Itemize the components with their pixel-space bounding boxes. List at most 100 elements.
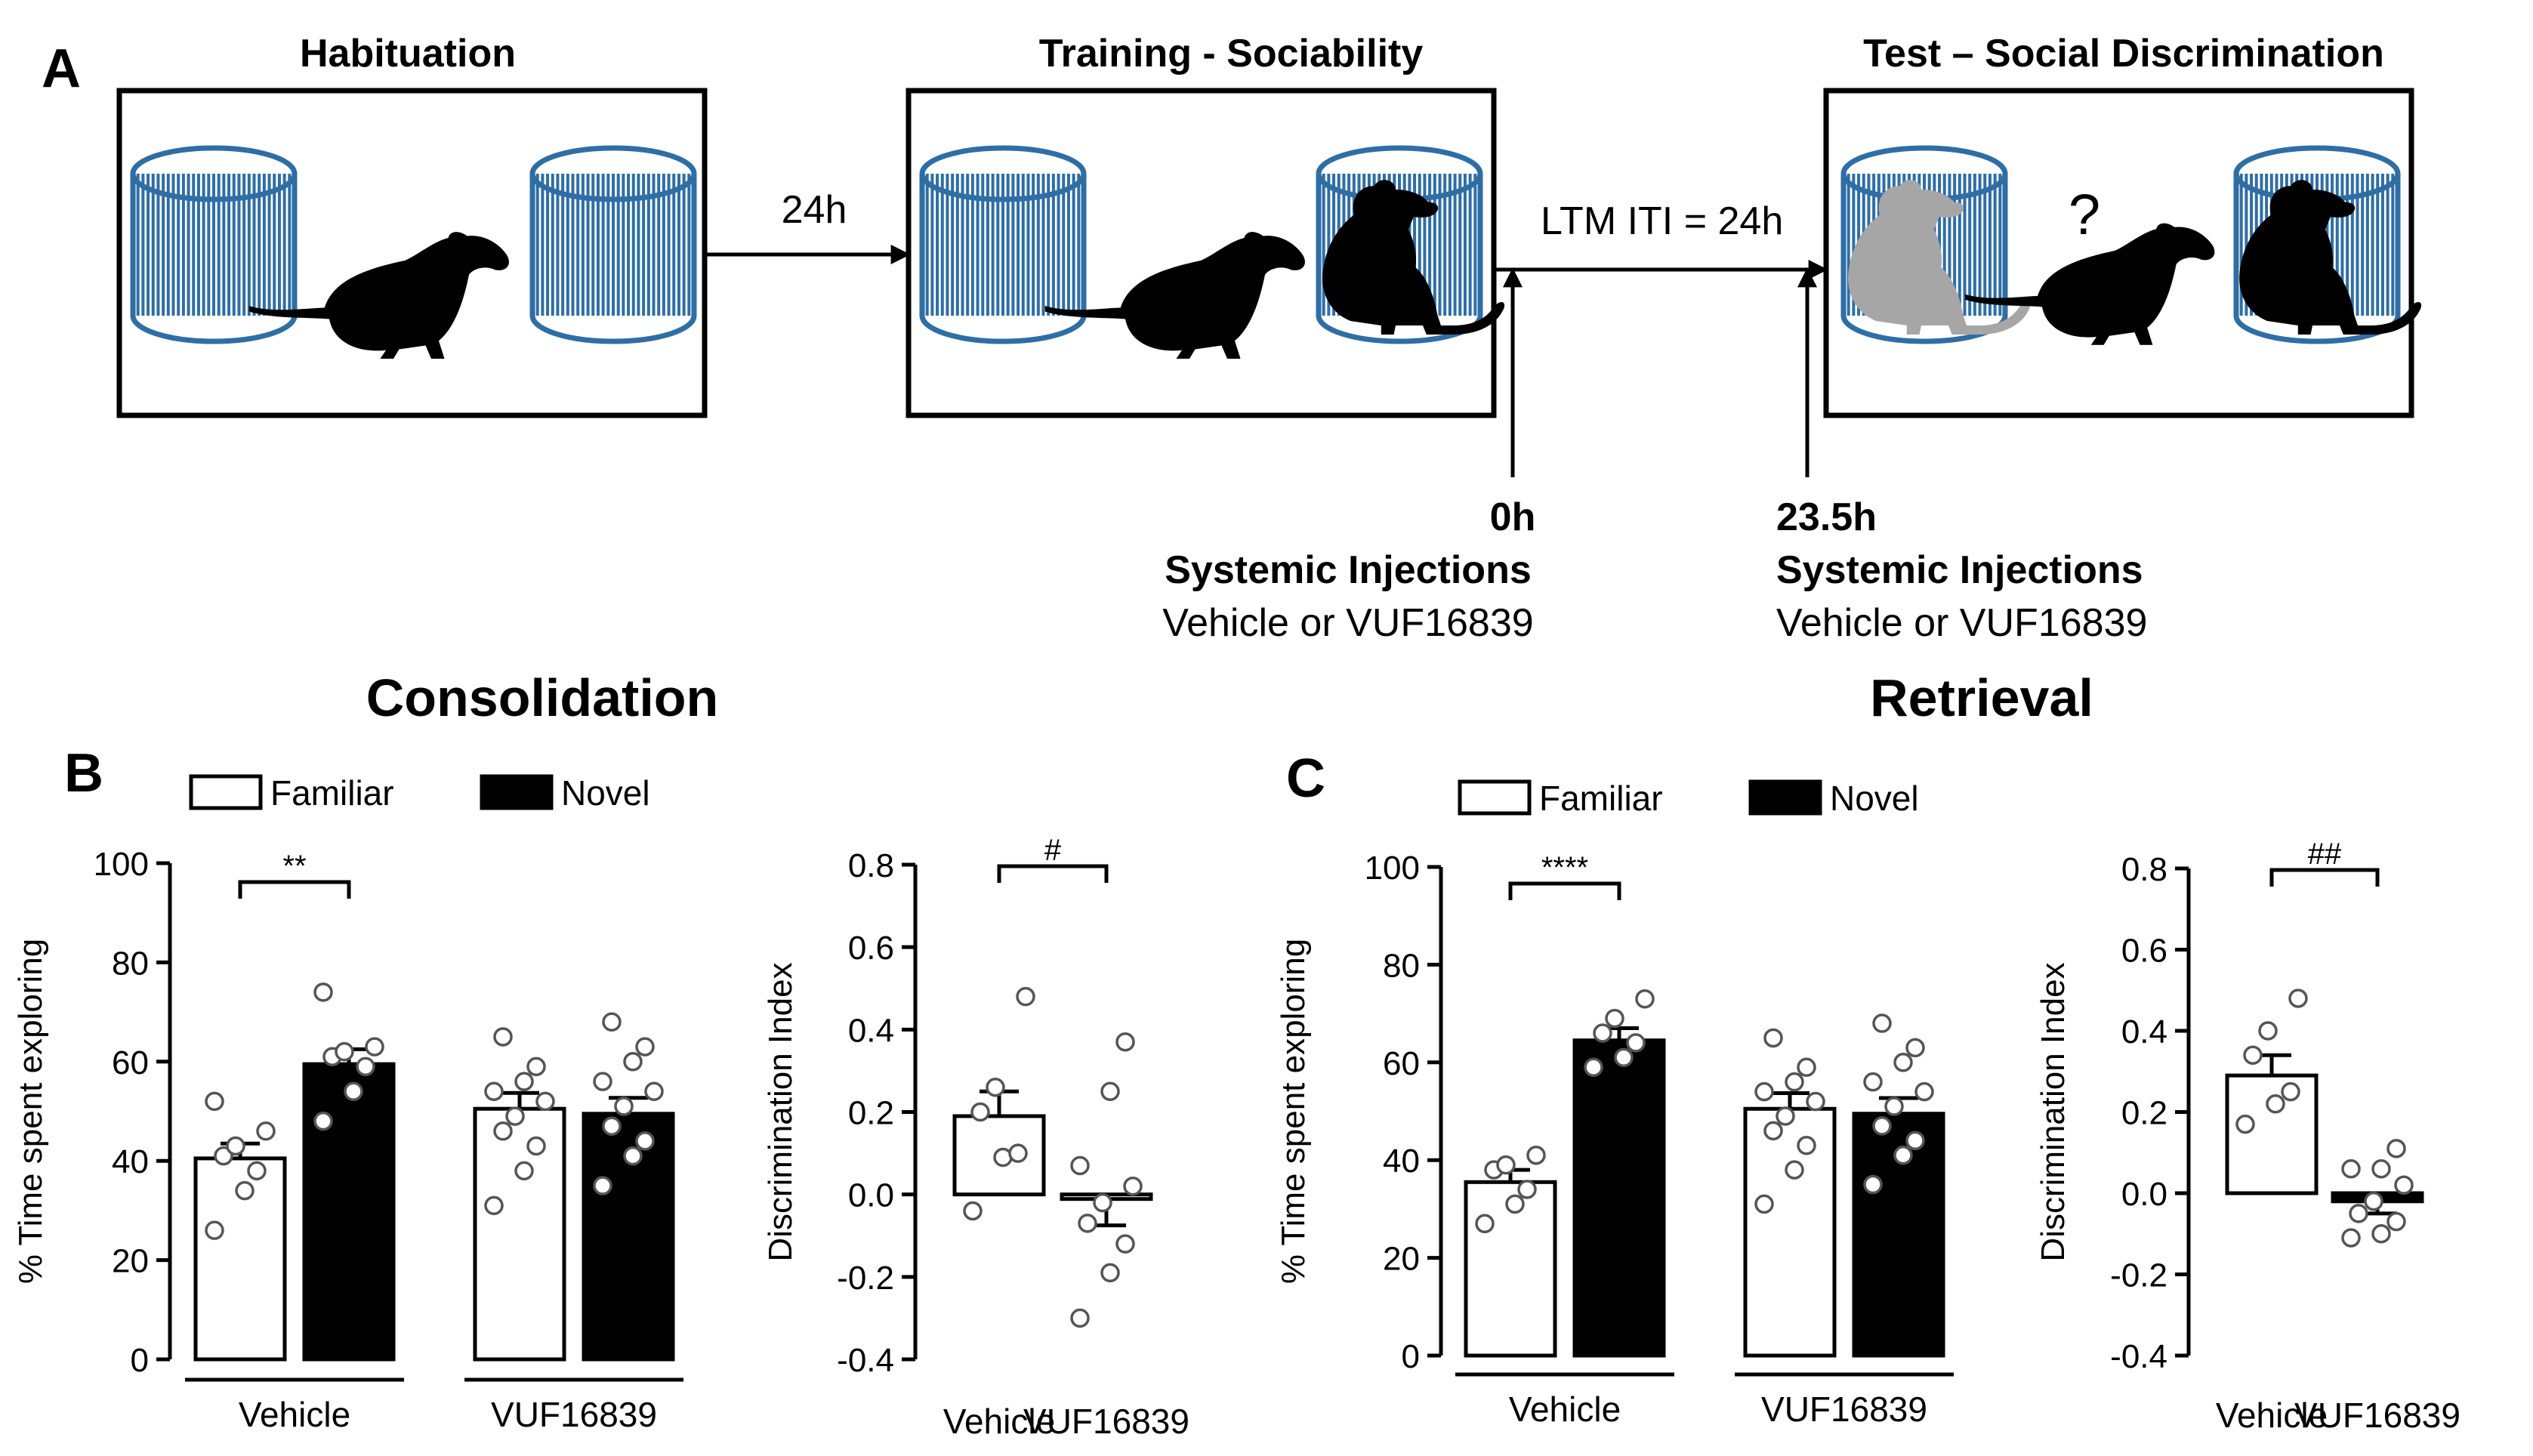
data-point [1517,1180,1537,1199]
data-point [1008,1143,1028,1163]
y-tick-label: 0.6 [848,930,894,967]
data-point [335,1041,354,1062]
data-point [635,1131,655,1151]
category-label: Vehicle [943,1402,1055,1441]
data-point [1100,1263,1120,1283]
significance-bracket [2269,868,2380,887]
mouse-icon-training-caged [1322,180,1505,335]
stage-title-habituation: Habituation [300,32,516,76]
group-label: VUF16839 [1761,1390,1927,1429]
data-point [247,1161,267,1181]
data-point [2235,1114,2255,1134]
arena-test [1823,88,2414,418]
data-point [1078,1214,1097,1233]
data-point [214,1146,233,1166]
data-point [1123,1177,1143,1196]
data-point [1115,1032,1135,1052]
data-point [1496,1155,1516,1175]
bar-familiar [1743,1106,1837,1358]
chart-b-time-exploring: 0 20 40 60 80 100 % Time spent exploring Vehicl… [12,846,683,1434]
category-label: Vehicle [2216,1396,2328,1435]
injection-2-drugs: Vehicle or VUF16839 [1776,601,2147,645]
error-bar [500,1090,539,1109]
data-point [2243,1045,2263,1065]
y-tick-label: 0 [1402,1338,1420,1375]
y-tick-label: 40 [1383,1143,1420,1180]
y-tick-label: 0.0 [848,1177,894,1214]
data-point [313,982,333,1002]
chart-b-discrimination-index: -0.4 -0.2 0.0 0.2 0.4 0.6 0.8 Discrimination In… [762,834,1189,1441]
y-tick-label: 0.4 [2121,1013,2167,1050]
significance-bracket [997,864,1109,883]
data-point [313,1111,333,1131]
data-point [205,1091,224,1112]
interval-label-2: LTM ITI = 24h [1541,199,1783,243]
significance-label: ** [282,850,306,883]
legend-swatch-familiar [189,774,263,810]
panel-label-c: C [1286,748,1325,809]
significance-bracket [238,880,351,899]
data-point [1905,1131,1925,1151]
data-point [226,1136,245,1156]
injection-2-time: 23.5h [1776,495,1877,539]
data-point [2386,1139,2406,1158]
data-point [1635,989,1655,1009]
data-point [1905,1038,1925,1058]
y-tick-label: 20 [112,1243,149,1280]
group-label: VUF16839 [491,1395,657,1434]
data-point [1893,1145,1913,1165]
section-title-consolidation: Consolidation [366,668,719,727]
data-point [623,1052,643,1072]
mice [248,180,2422,359]
data-point [1797,1057,1816,1078]
question-mark: ? [2069,183,2100,247]
y-tick-label: 0.8 [848,847,894,884]
panel-b: B Familiar Novel 0 20 40 60 80 100 % Time spen… [12,743,1189,1441]
injection-2-title: Systemic Injections [1776,548,2143,592]
data-point [505,1106,525,1126]
panel-c: C Familiar Novel 0 20 40 60 80 100 % Time spen… [1275,748,2460,1435]
legend-label-novel: Novel [1830,779,1919,818]
data-point [1614,1047,1634,1068]
data-point [1505,1194,1525,1214]
data-point [1785,1160,1804,1180]
data-point [1100,1081,1120,1101]
category-label: VUF16839 [2294,1396,2460,1435]
y-tick-label: 0.6 [2121,933,2167,970]
data-point [644,1081,664,1101]
stage-title-test: Test – Social Discrimination [1863,32,2384,76]
significance-label: ## [2308,838,2342,871]
significance-label: **** [1541,851,1588,884]
y-tick-label: 0.4 [848,1012,894,1049]
data-point [1115,1234,1135,1254]
data-point [1754,1194,1774,1214]
data-point [2258,1021,2278,1041]
group-label: Vehicle [1509,1390,1621,1429]
data-point [1872,1013,1892,1033]
mouse-icon-training-free [1044,232,1305,359]
bar-vehicle [2225,1073,2319,1195]
data-point [365,1037,384,1057]
legend-label-familiar: Familiar [1539,779,1663,818]
y-axis-label: % Time spent exploring [12,939,49,1284]
cage-rim-bottom [529,315,697,344]
chart-c-time-exploring: 0 20 40 60 80 100 % Time spent exploring Vehicl… [1275,850,1954,1429]
legend-swatch-novel [1748,779,1822,816]
data-point [484,1081,504,1101]
data-point [1593,1023,1612,1043]
data-point [1763,1121,1783,1141]
data-point [2394,1175,2414,1195]
y-tick-label: 80 [1383,947,1420,984]
data-point [205,1220,224,1240]
data-point [235,1180,255,1201]
data-point [1526,1145,1546,1165]
bar-novel [302,1062,396,1362]
data-point [1070,1308,1090,1328]
data-point [484,1195,504,1216]
cage-rim-bottom [919,315,1087,344]
legend-label-familiar: Familiar [270,773,394,813]
data-point [593,1072,612,1091]
cage-rim-bottom [130,315,298,344]
data-point [1914,1081,1934,1102]
bar-familiar [473,1106,566,1362]
